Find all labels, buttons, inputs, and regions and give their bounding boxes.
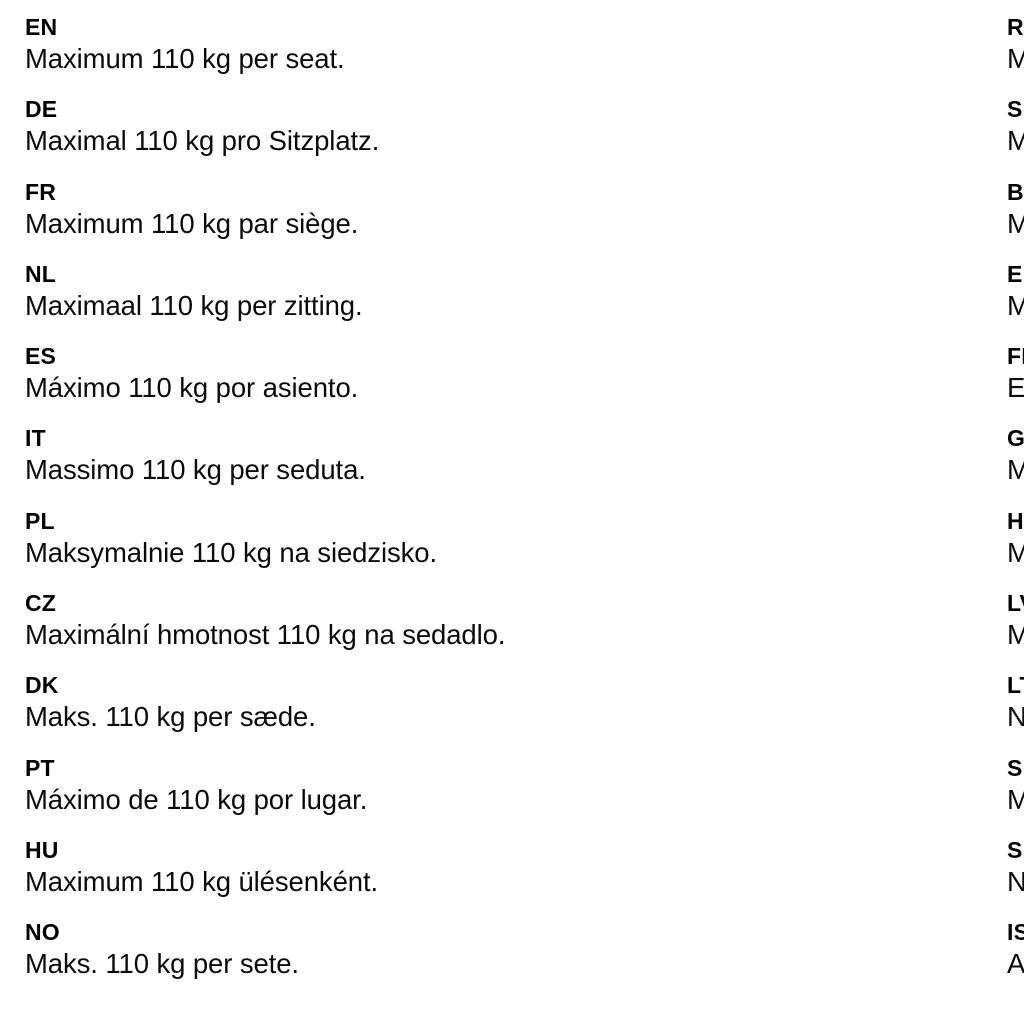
language-entry: ES Máximo 110 kg por asiento. (25, 342, 491, 424)
language-entry: SL Največ 110 kg na sedež. (1007, 836, 1024, 918)
language-text: Maximalt 110 kg per säte. (1007, 125, 1024, 157)
language-code: HU (25, 836, 59, 863)
language-entry: LT Ne daugiau kaip 110 kg kiekvienai sėd… (1007, 671, 1024, 753)
language-code: SK (1007, 754, 1024, 781)
language-code: LT (1007, 672, 1024, 699)
language-entry: BG Максимално 110 кг на седалка. (1007, 178, 1024, 260)
language-entry: SK Maximálna nosnosť 110 kg na sedadlo. (1007, 754, 1024, 836)
language-code: FR (25, 178, 57, 205)
language-text: Maximaal 110 kg per zitting. (25, 289, 363, 321)
language-text: Maximum 110 kg per seat. (25, 43, 345, 74)
language-entry: PL Maksymalnie 110 kg na siedzisko. (25, 507, 491, 589)
language-text: Maksimalno 110 kg po sjedalu. (1007, 536, 1024, 568)
language-entry: IS Að hámarki 110 kg á hvert sæti. (1007, 918, 1024, 1000)
language-entry: SE Maximalt 110 kg per säte. (1007, 95, 1024, 177)
language-code: DK (25, 672, 59, 699)
language-entry: EE Maksimaalselt 110 kg istme kohta. (1007, 260, 1024, 342)
language-text: Maximálna nosnosť 110 kg na sedadlo. (1007, 783, 1024, 815)
language-entry: EN Maximum 110 kg per seat. (25, 13, 491, 95)
language-code: BG (1007, 178, 1024, 205)
language-text: Ne daugiau kaip 110 kg kiekvienai sėdyne… (1007, 701, 1024, 733)
language-entry: NO Maks. 110 kg per sete. (25, 918, 491, 1000)
language-entry: RO Maximum 110 kg per loc. (1007, 13, 1024, 95)
language-text: Maksimums 110 kg uz vienu sēdvietu. (1007, 619, 1024, 651)
language-text: Massimo 110 kg per seduta. (25, 454, 366, 486)
language-entry: PT Máximo de 110 kg por lugar. (25, 754, 491, 836)
language-code: PT (25, 754, 55, 781)
language-entry: FR Maximum 110 kg par siège. (25, 178, 491, 260)
language-text: Maks. 110 kg per sete. (25, 948, 299, 980)
language-code: EN (25, 14, 58, 40)
language-text: Maximum 110 kg per loc. (1007, 43, 1024, 74)
language-entry: CZ Maximální hmotnost 110 kg na sedadlo. (25, 589, 506, 671)
language-text: Maximální hmotnost 110 kg na sedadlo. (25, 619, 506, 651)
language-code: SE (1007, 96, 1024, 123)
language-entry: FI Enintään 110 kg per istuin. (1007, 342, 1024, 424)
language-text: Máximo 110 kg por asiento. (25, 372, 359, 404)
language-text: Maksymalnie 110 kg na siedzisko. (25, 536, 438, 568)
language-code: PL (25, 507, 55, 534)
language-entry: IT Massimo 110 kg per seduta. (25, 424, 491, 506)
language-text: Að hámarki 110 kg á hvert sæti. (1007, 948, 1024, 980)
language-entry: HU Maximum 110 kg ülésenként. (25, 836, 491, 918)
notice-column-right: RO Maximum 110 kg per loc. SE Maximalt 1… (491, 13, 1024, 1001)
language-text: Maksimaalselt 110 kg istme kohta. (1007, 289, 1024, 321)
language-text: Največ 110 kg na sedež. (1007, 865, 1024, 897)
language-entry: DE Maximal 110 kg pro Sitzplatz. (25, 95, 491, 177)
language-text: Μέγιστο 110 κ. ανά κάθισμα. (1007, 454, 1024, 486)
language-entry: LV Maksimums 110 kg uz vienu sēdvietu. (1007, 589, 1024, 671)
language-code: NO (25, 919, 60, 946)
language-code: FI (1007, 343, 1024, 370)
language-code: ES (25, 343, 57, 370)
language-text: Enintään 110 kg per istuin. (1007, 372, 1024, 404)
language-text: Maks. 110 kg per sæde. (25, 701, 316, 733)
language-code: HR (1007, 507, 1024, 534)
language-code: SL (1007, 836, 1024, 863)
language-code: DE (25, 96, 58, 123)
language-text: Максимално 110 кг на седалка. (1007, 207, 1024, 239)
language-code: EE (1007, 260, 1024, 287)
language-code: NL (25, 260, 57, 287)
language-text: Maximum 110 kg ülésenként. (25, 865, 379, 897)
language-text: Maximum 110 kg par siège. (25, 207, 359, 239)
language-text: Máximo de 110 kg por lugar. (25, 783, 368, 815)
language-code: IS (1007, 919, 1024, 946)
language-code: IT (25, 425, 46, 452)
language-text: Maximal 110 kg pro Sitzplatz. (25, 125, 380, 157)
language-code: CZ (25, 590, 57, 617)
language-entry: HR Maksimalno 110 kg po sjedalu. (1007, 507, 1024, 589)
language-code: GR (1007, 425, 1024, 452)
notice-columns: EN Maximum 110 kg per seat. DE Maximal 1… (0, 13, 1024, 1001)
language-entry: NL Maximaal 110 kg per zitting. (25, 260, 491, 342)
notice-column-left: EN Maximum 110 kg per seat. DE Maximal 1… (0, 13, 506, 1001)
language-entry: DK Maks. 110 kg per sæde. (25, 671, 491, 753)
language-entry: GR Μέγιστο 110 κ. ανά κάθισμα. (1007, 424, 1024, 506)
language-code: RO (1007, 14, 1024, 40)
language-code: LV (1007, 590, 1024, 617)
